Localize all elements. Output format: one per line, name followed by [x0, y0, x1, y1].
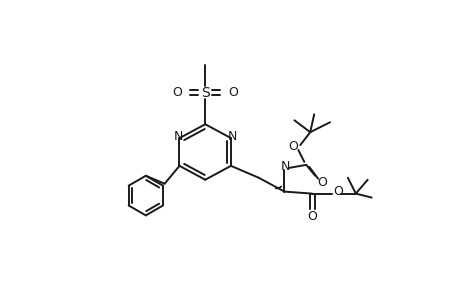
- Text: O: O: [228, 86, 237, 99]
- Text: N: N: [280, 160, 290, 173]
- Text: O: O: [172, 86, 182, 99]
- Text: S: S: [201, 85, 209, 100]
- Text: O: O: [317, 176, 326, 189]
- Text: N: N: [174, 130, 183, 142]
- Text: O: O: [332, 185, 342, 198]
- Text: N: N: [227, 130, 236, 142]
- Text: O: O: [307, 210, 316, 223]
- Text: O: O: [288, 140, 298, 152]
